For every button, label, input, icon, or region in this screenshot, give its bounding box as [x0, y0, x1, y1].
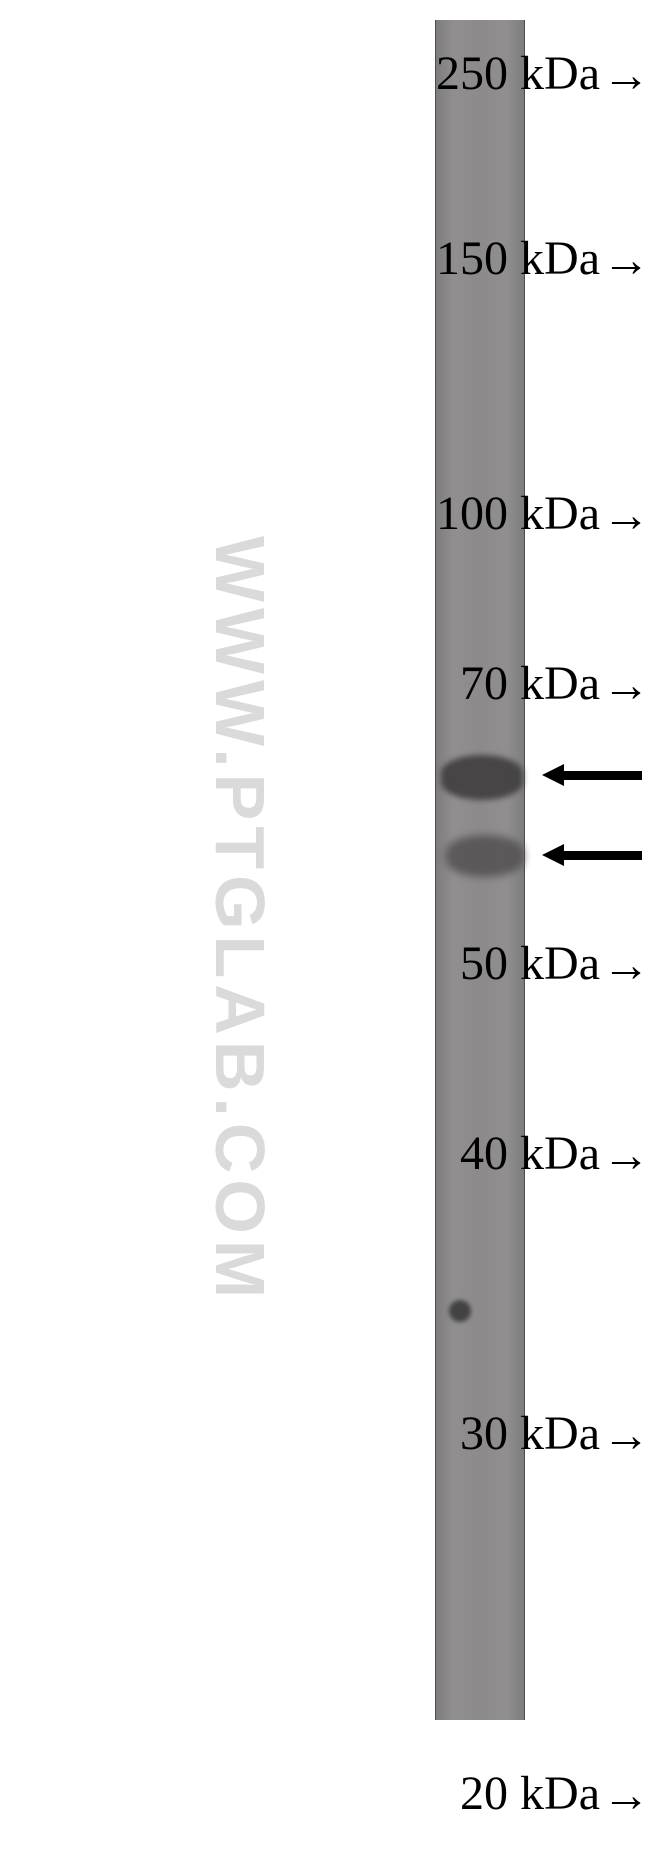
arrow-head-icon [542, 764, 564, 786]
marker-arrow-icon: → [602, 938, 650, 993]
mw-marker-label: 50 kDa [460, 937, 600, 990]
mw-marker-label: 70 kDa [460, 657, 600, 710]
mw-marker-label: 30 kDa [460, 1407, 600, 1460]
band-lower [446, 835, 524, 877]
marker-arrow-icon: → [602, 1128, 650, 1183]
arrow-shaft [564, 851, 642, 860]
arrow-shaft [564, 771, 642, 780]
mw-marker: 100 kDa→ [255, 486, 650, 541]
mw-marker: 50 kDa→ [255, 936, 650, 991]
artifact-spot [449, 1300, 471, 1322]
band-upper [441, 755, 523, 800]
marker-arrow-icon: → [602, 658, 650, 713]
mw-marker: 20 kDa→ [255, 1766, 650, 1821]
blot-figure: WWW.PTGLAB.COM 250 kDa→150 kDa→100 kDa→7… [0, 0, 650, 1855]
result-arrow [542, 764, 642, 786]
marker-arrow-icon: → [602, 488, 650, 543]
mw-marker: 30 kDa→ [255, 1406, 650, 1461]
mw-marker: 40 kDa→ [255, 1126, 650, 1181]
mw-marker-label: 40 kDa [460, 1127, 600, 1180]
watermark-text: WWW.PTGLAB.COM [200, 536, 280, 1304]
mw-marker-label: 150 kDa [436, 232, 600, 285]
marker-arrow-icon: → [602, 1408, 650, 1463]
mw-marker: 150 kDa→ [255, 231, 650, 286]
mw-marker-label: 250 kDa [436, 47, 600, 100]
mw-marker: 70 kDa→ [255, 656, 650, 711]
mw-marker-label: 20 kDa [460, 1767, 600, 1820]
marker-arrow-icon: → [602, 48, 650, 103]
arrow-head-icon [542, 844, 564, 866]
result-arrow [542, 844, 642, 866]
marker-arrow-icon: → [602, 1768, 650, 1823]
marker-arrow-icon: → [602, 233, 650, 288]
mw-marker: 250 kDa→ [255, 46, 650, 101]
mw-marker-label: 100 kDa [436, 487, 600, 540]
